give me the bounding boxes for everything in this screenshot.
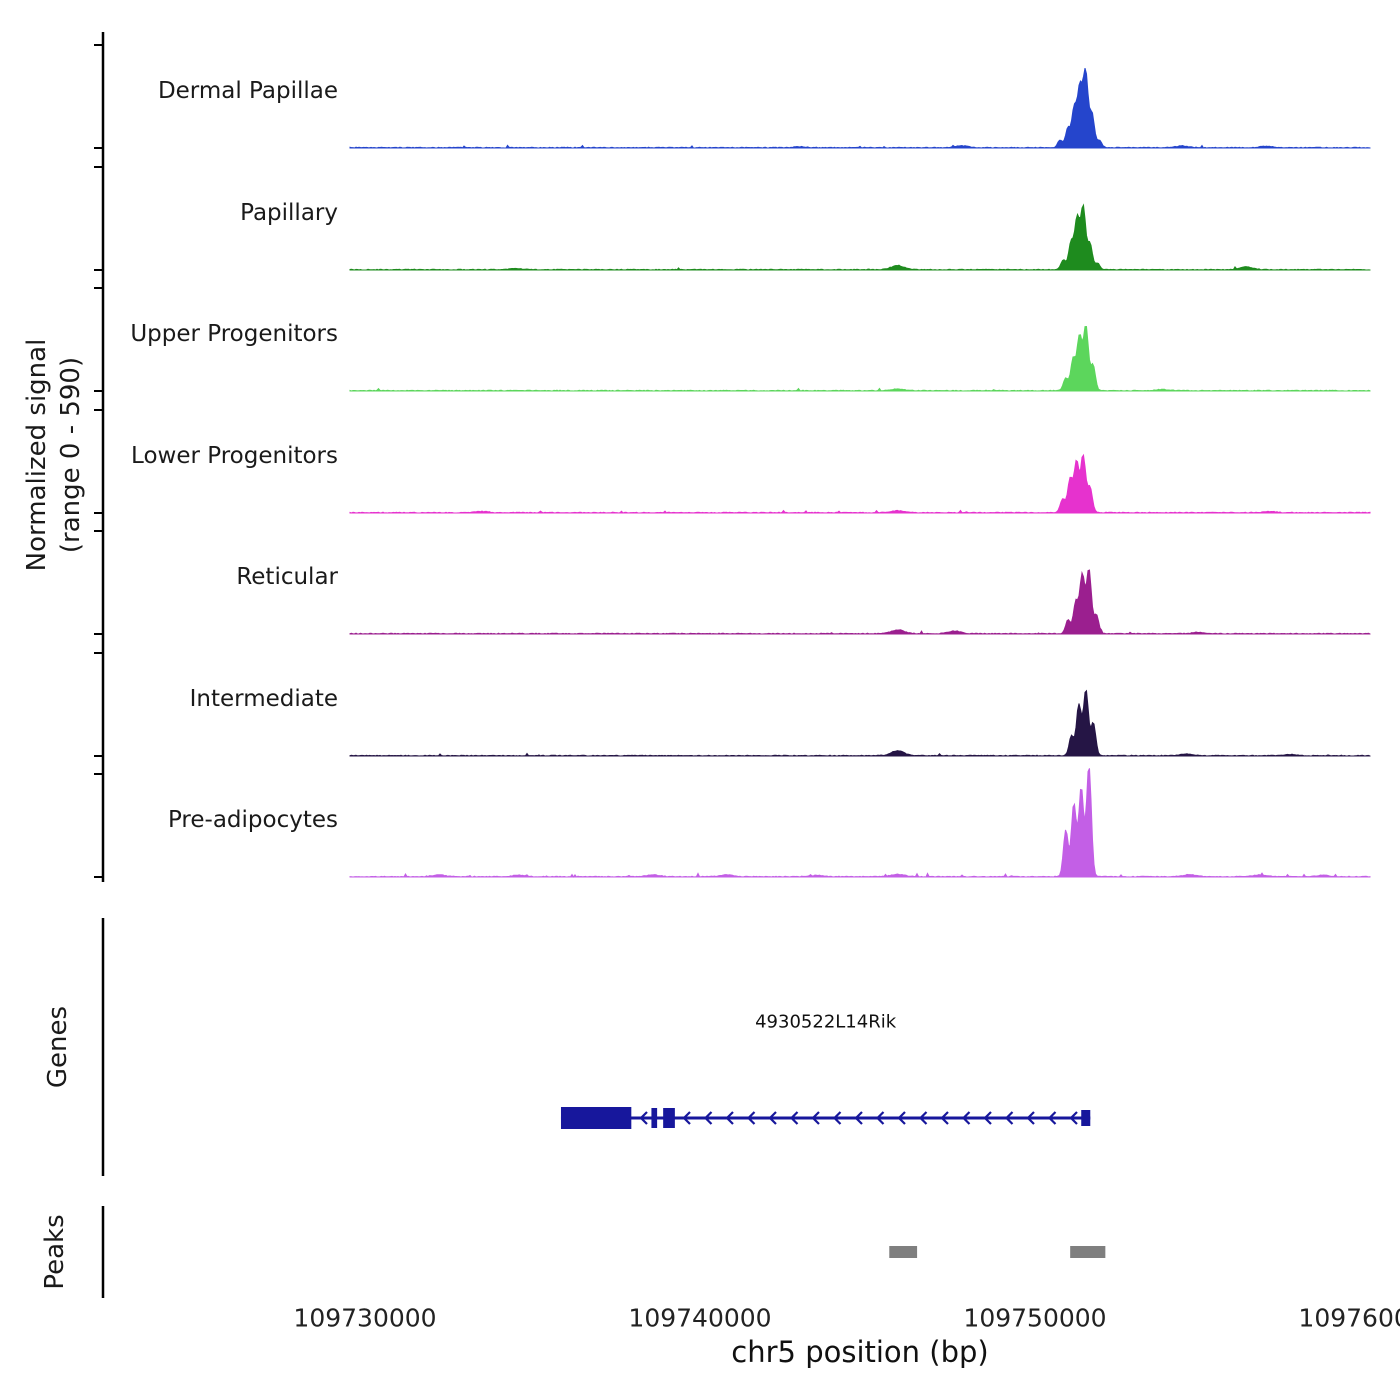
gene-exon [1081,1110,1091,1126]
y-axis-label-line1: Normalized signal [22,338,52,572]
strand-arrow-icon [1026,1111,1035,1125]
x-tick-label: 109760000 [1298,1303,1400,1333]
strand-arrow-icon [1047,1111,1057,1125]
track-label-upper-progenitors: Upper Progenitors [130,321,338,347]
strand-arrow-icon [832,1111,842,1125]
strand-arrow-icon [940,1111,949,1125]
peak-region [889,1246,918,1258]
strand-arrow-icon [789,1111,799,1125]
peaks-track-label: Peaks [40,1214,70,1290]
strand-arrow-icon [1069,1111,1078,1125]
track-label-reticular: Reticular [236,564,338,590]
signal-track-papillary [349,203,1371,271]
strand-arrow-icon [1004,1111,1014,1125]
strand-arrow-icon [682,1111,691,1125]
strand-arrow-icon [639,1111,648,1125]
strand-arrow-icon [961,1111,971,1125]
track-label-pre-adipocytes: Pre-adipocytes [167,807,338,833]
peak-region [1070,1246,1106,1258]
strand-arrow-icon [725,1111,734,1125]
gene-name-label: 4930522L14Rik [755,1011,897,1033]
strand-arrow-icon [768,1111,777,1125]
x-tick-label: 109740000 [628,1303,772,1333]
signal-track-reticular [349,569,1371,635]
gene-model [560,1107,1091,1129]
strand-arrow-icon [811,1111,820,1125]
strand-arrow-icon [703,1111,713,1125]
track-label-intermediate: Intermediate [189,686,338,712]
signal-track-upper-progenitors [349,325,1371,392]
x-tick-label: 109750000 [963,1303,1107,1333]
track-label-papillary: Papillary [240,200,338,226]
strand-arrow-icon [875,1111,885,1125]
strand-arrow-icon [918,1111,928,1125]
y-axis-label-line2: (range 0 - 590) [56,356,86,554]
signal-track-dermal-papillae [349,67,1371,149]
signal-track-pre-adipocytes [349,768,1371,878]
strand-arrow-icon [897,1111,906,1125]
strand-arrow-icon [746,1111,756,1125]
genes-track-label: Genes [43,1005,73,1089]
gene-exon [651,1108,658,1128]
x-tick-label: 109730000 [293,1303,437,1333]
strand-arrow-icon [983,1111,992,1125]
gene-exon [560,1107,632,1129]
track-label-lower-progenitors: Lower Progenitors [131,443,338,469]
x-axis-title: chr5 position (bp) [731,1335,989,1369]
y-axis-label: Normalized signal (range 0 - 590) [20,339,88,572]
track-label-dermal-papillae: Dermal Papillae [157,78,338,104]
signal-track-lower-progenitors [349,453,1371,514]
gene-exon [663,1108,675,1128]
strand-arrow-icon [854,1111,863,1125]
signal-track-intermediate [349,689,1371,757]
